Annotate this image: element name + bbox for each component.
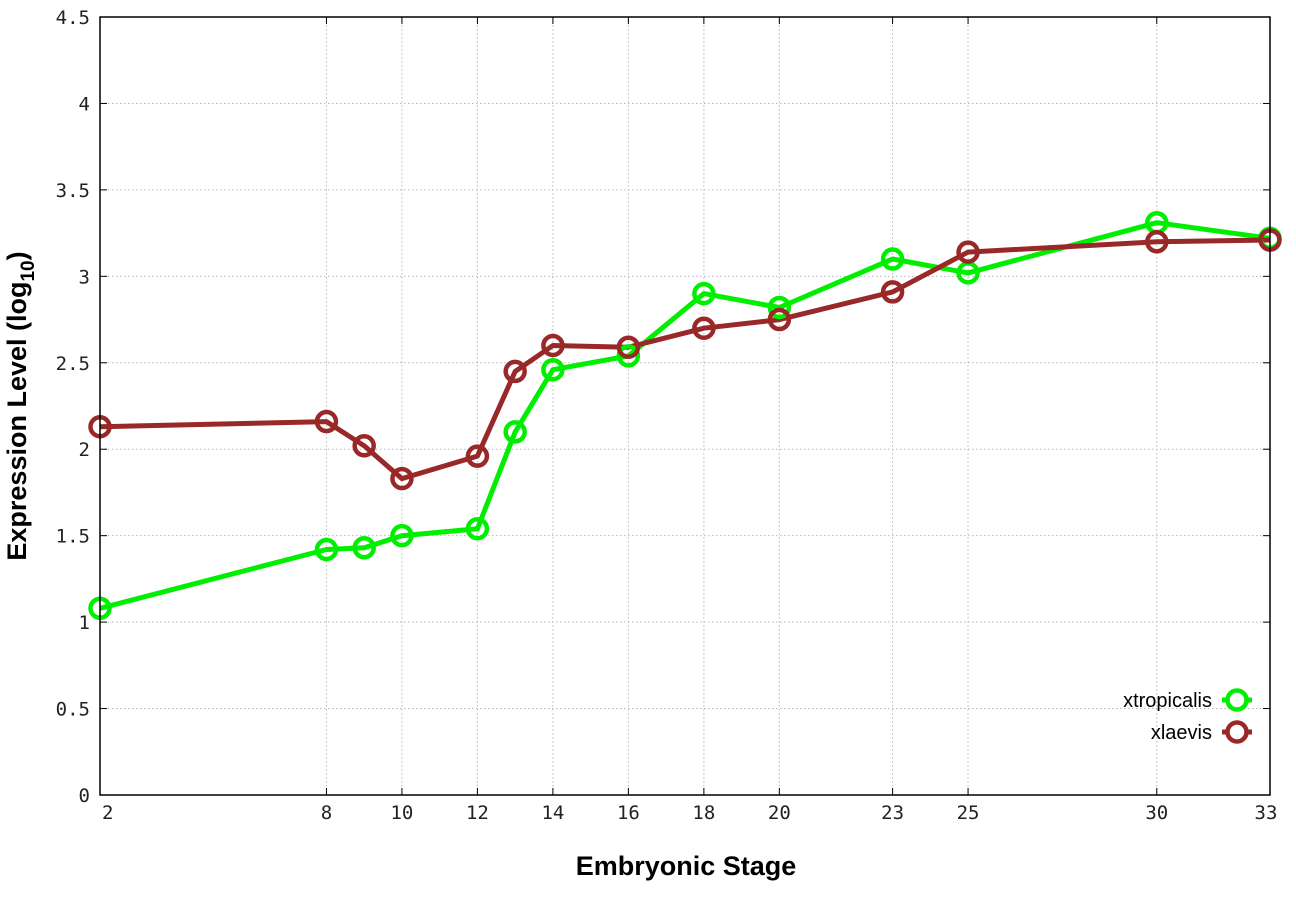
x-tick-labels: 2 8 10 12 14 16 18 20 23 25 30 33 xyxy=(102,802,1277,824)
y-tick-label: 3.5 xyxy=(56,180,90,202)
data-point-xlaevis xyxy=(1145,230,1169,254)
data-point-xlaevis xyxy=(465,444,490,468)
data-point-xtropicalis xyxy=(880,247,905,271)
data-point-xlaevis xyxy=(616,335,641,359)
x-tick-label: 20 xyxy=(768,802,791,824)
x-tick-label: 23 xyxy=(881,802,904,824)
plot-frame xyxy=(99,16,1271,796)
data-point-xlaevis xyxy=(692,316,716,340)
data-point-xlaevis xyxy=(541,333,565,358)
data-point-xlaevis xyxy=(880,280,905,304)
legend-label-xlaevis: xlaevis xyxy=(1151,722,1212,744)
data-point-xtropicalis xyxy=(541,357,565,382)
data-point-xtropicalis xyxy=(503,420,527,444)
grid xyxy=(100,17,1270,795)
data-point-xtropicalis xyxy=(390,523,414,548)
x-tick-label: 10 xyxy=(390,802,413,824)
data-point-xtropicalis xyxy=(616,344,641,368)
x-axis-title: Embryonic Stage xyxy=(576,851,797,881)
x-tick-label: 14 xyxy=(541,802,564,824)
x-tick-label: 16 xyxy=(617,802,640,824)
y-tick-label: 2.5 xyxy=(56,353,90,375)
x-tick-label: 30 xyxy=(1145,802,1168,824)
y-axis-title-close: ) xyxy=(2,251,32,260)
y-axis-title-subscript: 10 xyxy=(18,260,39,281)
y-tick-label: 4 xyxy=(79,93,90,115)
x-tick-label: 25 xyxy=(957,802,980,824)
x-tick-label: 2 xyxy=(102,802,113,824)
data-point-xlaevis xyxy=(767,307,792,332)
data-point-xtropicalis xyxy=(314,537,339,562)
data-point-xtropicalis xyxy=(465,517,490,541)
series-line-xlaevis xyxy=(99,237,1271,482)
data-point-xtropicalis xyxy=(692,281,716,306)
x-tick-label: 33 xyxy=(1255,802,1278,824)
legend-marker-xlaevis xyxy=(1225,720,1249,744)
y-tick-label: 0.5 xyxy=(56,699,90,721)
y-tick-label: 2 xyxy=(79,439,90,461)
data-point-xtropicalis xyxy=(352,536,376,560)
series-lines xyxy=(99,220,1271,611)
legend: xtropicalis xlaevis xyxy=(1123,688,1252,744)
data-point-xtropicalis xyxy=(767,295,792,320)
data-point-xlaevis xyxy=(352,434,376,458)
data-point-xlaevis xyxy=(503,359,527,384)
data-point-xlaevis xyxy=(956,240,980,264)
y-tick-labels: 0 0.5 1 1.5 2 2.5 3 3.5 4 4.5 xyxy=(56,7,90,807)
axis-ticks xyxy=(99,16,1271,796)
y-tick-label: 3 xyxy=(79,266,90,288)
y-axis-title-main: Expression Level (log xyxy=(2,282,32,561)
y-tick-label: 0 xyxy=(79,785,90,807)
data-point-xlaevis xyxy=(314,409,339,434)
y-tick-label: 1 xyxy=(79,612,90,634)
y-tick-label: 4.5 xyxy=(56,7,90,29)
x-tick-label: 18 xyxy=(692,802,715,824)
series-line-xtropicalis xyxy=(99,220,1271,611)
x-tick-label: 8 xyxy=(321,802,332,824)
y-axis-title: Expression Level (log10) xyxy=(2,251,39,560)
legend-marker-xtropicalis xyxy=(1225,688,1249,712)
x-tick-label: 12 xyxy=(466,802,489,824)
series-points xyxy=(88,210,1282,621)
y-tick-label: 1.5 xyxy=(56,526,90,548)
data-point-xlaevis xyxy=(390,466,414,491)
legend-label-xtropicalis: xtropicalis xyxy=(1123,690,1212,712)
